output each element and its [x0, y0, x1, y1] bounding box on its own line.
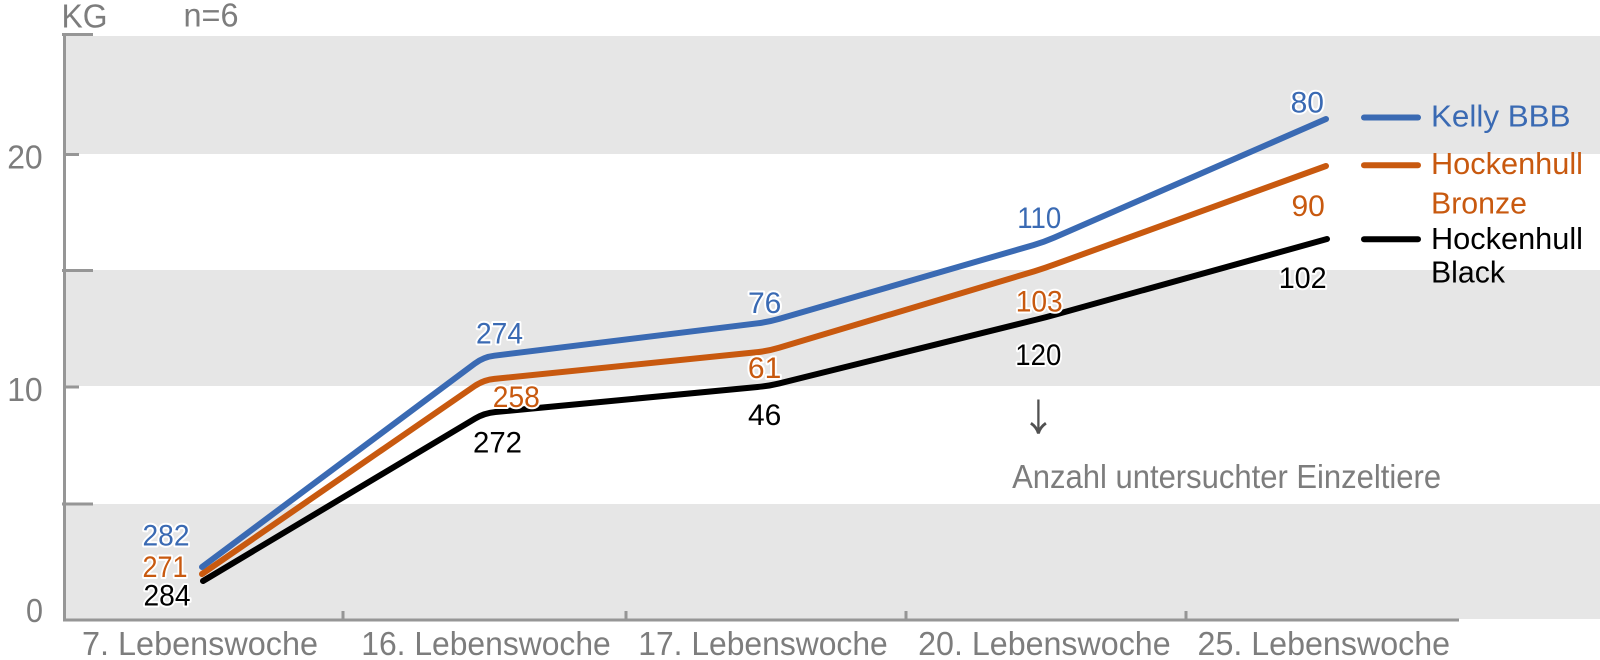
svg-text:Hockenhull: Hockenhull	[1431, 221, 1583, 256]
svg-text:120: 120	[1015, 339, 1061, 372]
svg-text:284: 284	[144, 580, 191, 613]
svg-text:Hockenhull: Hockenhull	[1431, 146, 1583, 181]
svg-text:103: 103	[1016, 286, 1063, 319]
svg-text:272: 272	[473, 427, 522, 460]
svg-text:76: 76	[748, 287, 781, 320]
svg-text:61: 61	[748, 352, 781, 385]
svg-text:Kelly BBB: Kelly BBB	[1431, 99, 1571, 134]
svg-text:46: 46	[748, 399, 781, 432]
svg-text:25. Lebenswoche: 25. Lebenswoche	[1198, 625, 1451, 660]
svg-text:110: 110	[1017, 202, 1061, 235]
svg-text:274: 274	[476, 318, 523, 351]
svg-text:258: 258	[493, 381, 540, 414]
svg-text:Anzahl untersuchter Einzeltier: Anzahl untersuchter Einzeltiere	[1012, 458, 1441, 495]
svg-text:16. Lebenswoche: 16. Lebenswoche	[361, 625, 611, 660]
svg-text:90: 90	[1292, 190, 1325, 223]
svg-text:17. Lebenswoche: 17. Lebenswoche	[638, 625, 888, 660]
svg-text:80: 80	[1291, 87, 1324, 120]
svg-text:20: 20	[7, 139, 43, 176]
svg-text:Black: Black	[1431, 255, 1505, 290]
svg-text:7. Lebenswoche: 7. Lebenswoche	[82, 625, 318, 660]
svg-text:20. Lebenswoche: 20. Lebenswoche	[918, 625, 1171, 660]
svg-text:Bronze: Bronze	[1431, 186, 1527, 221]
svg-text:KG: KG	[62, 0, 108, 35]
svg-text:0: 0	[26, 592, 43, 629]
svg-text:10: 10	[7, 371, 43, 408]
svg-text:271: 271	[143, 551, 188, 584]
svg-text:282: 282	[143, 520, 190, 553]
svg-text:n=6: n=6	[184, 0, 239, 34]
svg-text:102: 102	[1279, 262, 1327, 295]
